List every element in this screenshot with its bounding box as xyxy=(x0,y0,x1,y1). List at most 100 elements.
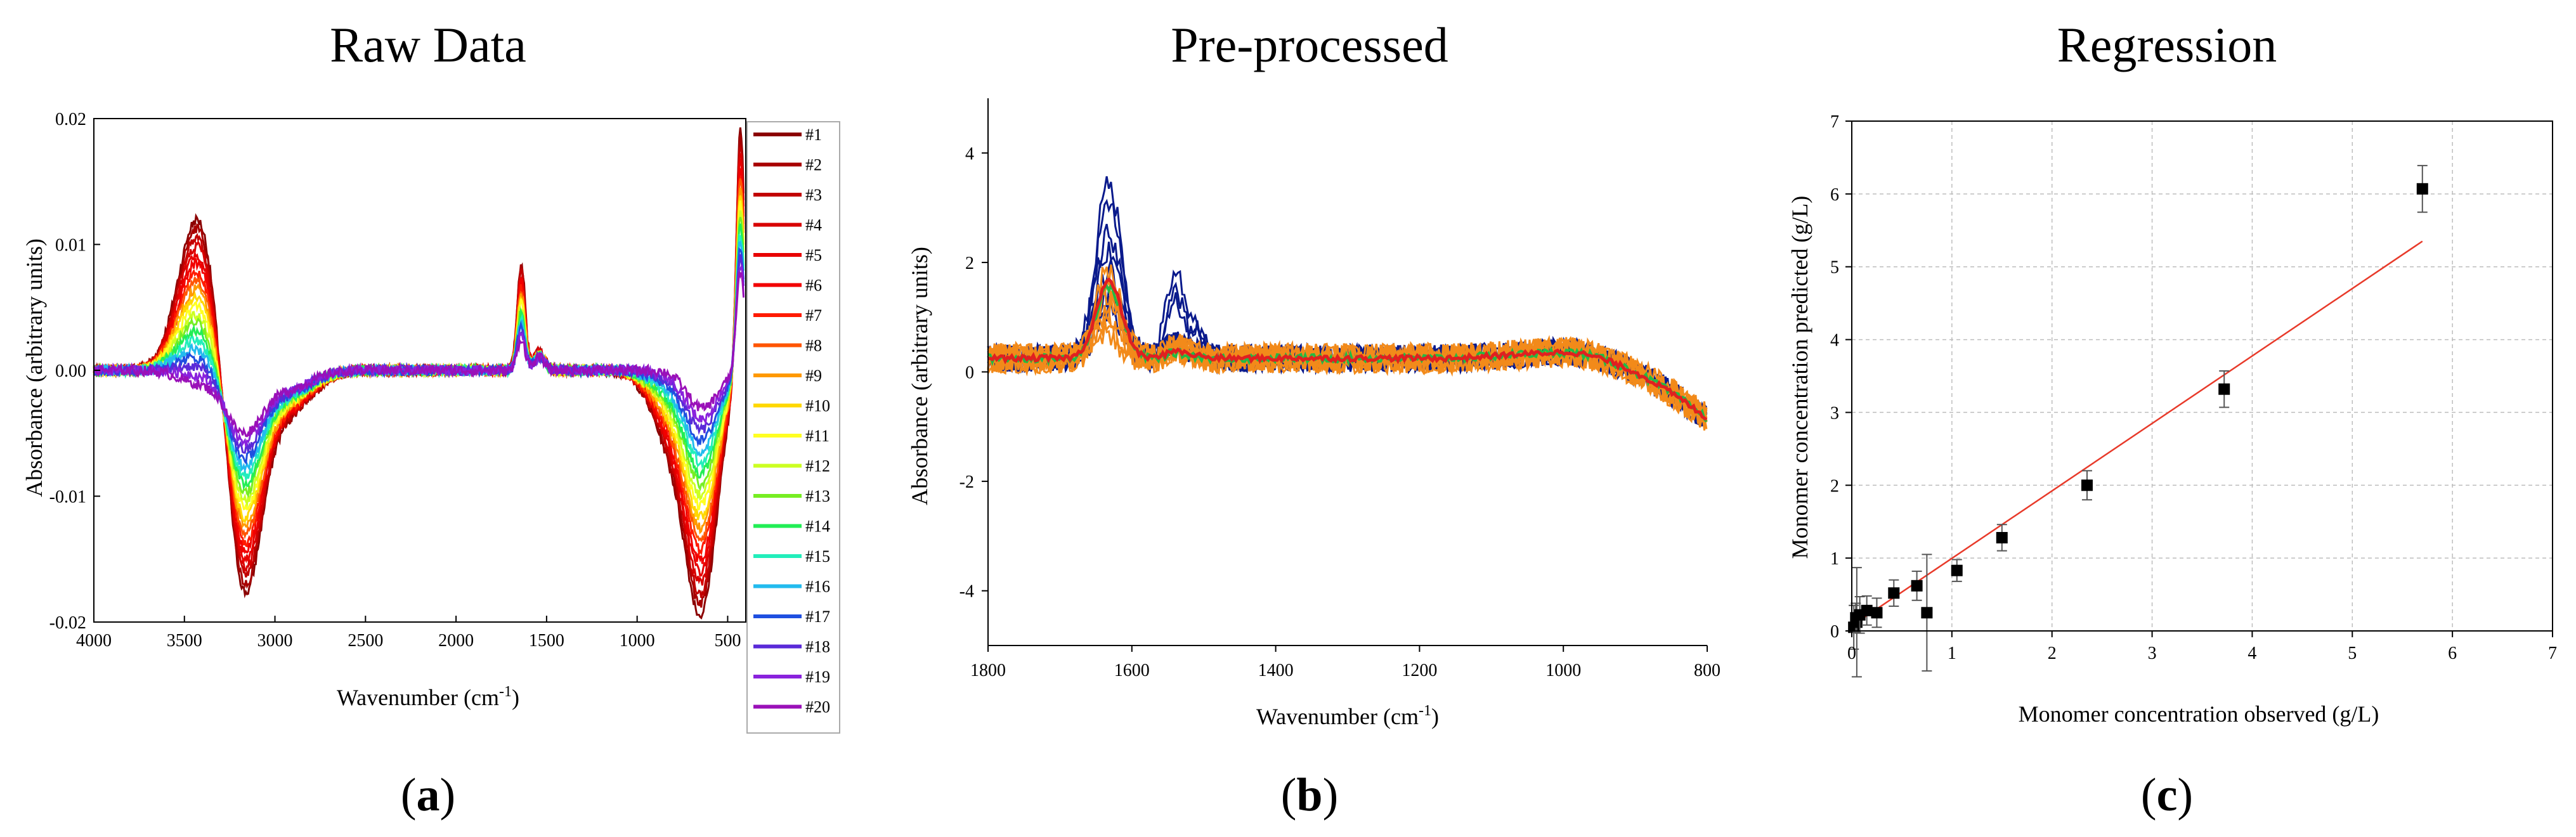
panel-b-title: Pre-processed xyxy=(1171,17,1448,72)
raw-x-tick-label: 500 xyxy=(714,631,741,651)
panel-a-title: Raw Data xyxy=(330,17,526,72)
raw-legend-label: #12 xyxy=(805,457,830,476)
regression-point xyxy=(1996,531,2008,543)
raw-legend-label: #4 xyxy=(805,216,822,235)
regression-grid xyxy=(1852,120,2553,631)
raw-y-axis-label: Absorbance (arbitrary units) xyxy=(22,238,47,497)
regression-y-tick-label: 1 xyxy=(1830,549,1839,569)
regression-point xyxy=(1911,580,1923,592)
preprocessed-y-tick-label: 4 xyxy=(965,144,974,164)
regression-y-tick-label: 2 xyxy=(1830,476,1839,496)
regression-point xyxy=(2416,183,2428,195)
preprocessed-x-tick-label: 1800 xyxy=(970,661,1006,680)
regression-y-tick-label: 7 xyxy=(1830,112,1839,132)
raw-legend-label: #15 xyxy=(805,547,830,566)
raw-legend-label: #2 xyxy=(805,156,822,174)
regression-y-tick-label: 6 xyxy=(1830,185,1839,205)
preprocessed-x-tick-label: 1200 xyxy=(1402,661,1437,680)
raw-legend-label: #19 xyxy=(805,668,830,686)
raw-y-tick-label: -0.01 xyxy=(49,488,86,507)
raw-x-tick-label: 2000 xyxy=(438,631,474,651)
raw-x-tick-label: 4000 xyxy=(76,631,112,651)
regression-x-tick-label: 5 xyxy=(2348,644,2357,663)
raw-legend-label: #9 xyxy=(805,367,822,385)
raw-legend-label: #20 xyxy=(805,698,830,717)
raw-axes: 4000 3500 3000 2500 2000 1500 1000 500 -0.02 -0.0… xyxy=(49,110,746,651)
regression-x-tick-label: 2 xyxy=(2048,644,2057,663)
raw-legend-label: #8 xyxy=(805,337,822,355)
raw-legend-label: #18 xyxy=(805,638,830,656)
raw-x-axis-label: Wavenumber (cm-1) xyxy=(337,684,519,710)
regression-x-tick-label: 7 xyxy=(2548,644,2557,663)
preprocessed-chart: 1800 1600 1400 1200 1000 800 -4 -2 0 2 4 Absorbanc… xyxy=(907,98,1721,729)
raw-legend-label: #6 xyxy=(805,276,822,295)
raw-legend-label: #5 xyxy=(805,246,822,264)
regression-point xyxy=(1871,607,1883,619)
regression-x-axis-label: Monomer concentration observed (g/L) xyxy=(2019,701,2379,727)
preprocessed-axes: 1800 1600 1400 1200 1000 800 -4 -2 0 2 4 xyxy=(959,98,1721,680)
raw-x-tick-label: 3000 xyxy=(257,631,293,651)
raw-x-tick-label: 1500 xyxy=(529,631,564,651)
raw-data-chart: 4000 3500 3000 2500 2000 1500 1000 500 -0.02 -0.0… xyxy=(22,110,840,734)
raw-legend-label: #10 xyxy=(805,397,830,415)
raw-legend-label: #7 xyxy=(805,306,822,325)
regression-y-axis-label: Monomer concentration predicted (g/L) xyxy=(1787,196,1812,559)
preprocessed-y-tick-label: 2 xyxy=(965,254,974,273)
raw-series-line xyxy=(93,271,745,438)
regression-x-tick-label: 4 xyxy=(2247,644,2256,663)
regression-x-tick-label: 1 xyxy=(1948,644,1956,663)
panel-c-label: (c) xyxy=(2141,769,2193,821)
raw-y-tick-label: 0.00 xyxy=(55,361,86,381)
preprocessed-series-line xyxy=(987,317,1708,422)
panel-a-label: (a) xyxy=(401,769,455,821)
regression-x-tick-label: 0 xyxy=(1847,644,1856,663)
regression-y-tick-label: 5 xyxy=(1830,258,1839,278)
preprocessed-y-tick-label: -2 xyxy=(959,472,974,492)
raw-x-tick-label: 2500 xyxy=(348,631,383,651)
preprocessed-x-tick-label: 1400 xyxy=(1258,661,1294,680)
raw-spectra-curves xyxy=(93,127,745,620)
panel-c-title: Regression xyxy=(2057,17,2277,72)
regression-plot-frame xyxy=(1851,120,2553,632)
preprocessed-series-line xyxy=(987,277,1708,421)
regression-y-tick-label: 0 xyxy=(1830,622,1839,642)
regression-point xyxy=(2218,383,2230,395)
preprocessed-x-axis-label: Wavenumber (cm-1) xyxy=(1256,703,1439,729)
raw-y-tick-label: -0.02 xyxy=(49,613,86,633)
regression-fit xyxy=(1851,240,2423,626)
raw-y-tick-label: 0.01 xyxy=(55,236,86,256)
regression-fit-line xyxy=(1851,240,2423,626)
regression-points xyxy=(1848,165,2428,678)
raw-legend-label: #11 xyxy=(805,427,829,445)
regression-point xyxy=(1888,587,1900,599)
regression-y-tick-label: 3 xyxy=(1830,403,1839,423)
preprocessed-y-tick-label: -4 xyxy=(959,582,974,602)
raw-y-tick-label: 0.02 xyxy=(55,110,86,129)
preprocessed-y-tick-label: 0 xyxy=(965,363,974,383)
raw-legend-label: #1 xyxy=(805,126,822,144)
regression-axes: 0 1 2 3 4 5 6 7 0 1 2 3 4 5 6 7 xyxy=(1830,112,2557,663)
raw-x-tick-label: 3500 xyxy=(167,631,202,651)
regression-point xyxy=(1921,607,1933,619)
raw-x-tick-label: 1000 xyxy=(620,631,655,651)
preprocessed-y-axis-label: Absorbance (arbitrary units) xyxy=(907,247,932,505)
preprocessed-x-tick-label: 1000 xyxy=(1545,661,1581,680)
raw-legend-label: #13 xyxy=(805,487,830,505)
regression-y-tick-label: 4 xyxy=(1830,331,1839,351)
preprocessed-x-tick-label: 1600 xyxy=(1114,661,1150,680)
panel-b-label: (b) xyxy=(1281,769,1338,821)
raw-legend-label: #14 xyxy=(805,517,830,536)
raw-legend-label: #3 xyxy=(805,186,822,204)
regression-x-tick-label: 3 xyxy=(2148,644,2157,663)
regression-point xyxy=(1861,604,1873,616)
raw-legend: #1 #2 #3 #4 #5 #6 #7 #8 #9 #10 #11 #12 #13 #14 #15 #16 #… xyxy=(746,121,840,734)
preprocessed-x-tick-label: 800 xyxy=(1694,661,1721,680)
regression-x-tick-label: 6 xyxy=(2448,644,2457,663)
raw-legend-label: #16 xyxy=(805,578,830,596)
regression-point xyxy=(1951,564,1963,576)
regression-point xyxy=(2081,479,2093,491)
preprocessed-spectra-curves xyxy=(987,176,1708,431)
regression-chart: 0 1 2 3 4 5 6 7 0 1 2 3 4 5 6 7 Monomer concentration p… xyxy=(1787,112,2557,727)
raw-legend-label: #17 xyxy=(805,607,830,626)
